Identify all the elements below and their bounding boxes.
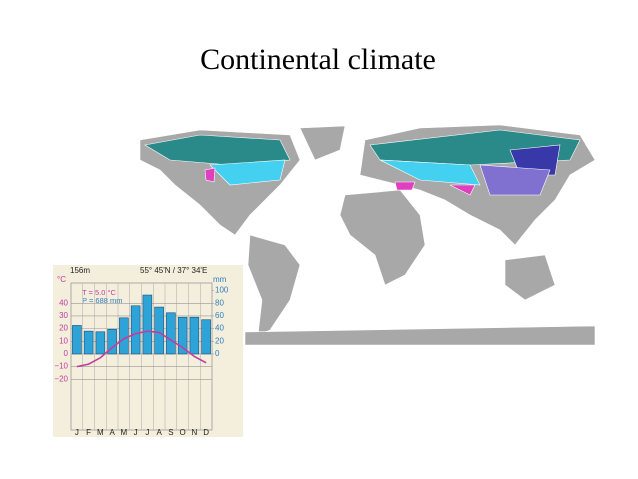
x-tick-label: M	[97, 428, 104, 437]
precipitation-bar	[142, 294, 153, 355]
y2-tick-label: 20	[215, 336, 224, 345]
world-map	[139, 124, 596, 346]
precipitation-bar	[83, 330, 94, 355]
y-tick-label: −20	[54, 374, 68, 383]
x-tick-label: J	[75, 428, 79, 437]
y2-tick-label: 0	[215, 349, 220, 358]
y-tick-label: 20	[59, 324, 68, 333]
y-tick-label: 0	[64, 349, 69, 358]
x-tick-label: O	[180, 428, 186, 437]
x-tick-label: J	[134, 428, 138, 437]
location: 55° 45'N / 37° 34'E	[140, 266, 207, 275]
precipitation-bar	[166, 312, 176, 355]
y-tick-label: 30	[59, 311, 68, 320]
y2-tick-label: 40	[215, 324, 224, 333]
y-tick-label: 40	[59, 298, 68, 307]
y-unit: °C	[57, 275, 66, 284]
precipitation-bar	[189, 316, 200, 355]
y-tick-label: −10	[54, 362, 68, 371]
slide-title: Continental climate	[200, 43, 436, 76]
y2-tick-label: 100	[215, 286, 229, 295]
precipitation-bar	[95, 331, 106, 355]
temperature-line	[76, 330, 207, 368]
precipitation-bar	[201, 319, 211, 355]
x-tick-label: M	[121, 428, 128, 437]
x-tick-label: N	[191, 428, 197, 437]
precipitation-bar	[107, 328, 117, 355]
x-tick-label: A	[156, 428, 162, 437]
y-tick-label: 10	[59, 336, 68, 345]
x-tick-label: J	[145, 428, 149, 437]
precipitation-bar	[154, 306, 164, 355]
x-tick-label: A	[109, 428, 115, 437]
x-tick-label: F	[86, 428, 91, 437]
elevation: 156m	[70, 266, 90, 275]
y2-unit: mm	[213, 275, 227, 284]
temperature-annotation: T = 5.0 °C	[82, 288, 117, 297]
x-tick-label: D	[203, 428, 209, 437]
precipitation-bar	[72, 325, 82, 355]
precipitation-bar	[130, 305, 141, 355]
y2-tick-label: 80	[215, 298, 224, 307]
precipitation-bar	[177, 316, 188, 355]
precipitation-annotation: P = 688 mm	[82, 296, 123, 305]
x-tick-label: S	[168, 428, 173, 437]
precipitation-bar	[119, 317, 129, 355]
y2-tick-label: 60	[215, 311, 224, 320]
